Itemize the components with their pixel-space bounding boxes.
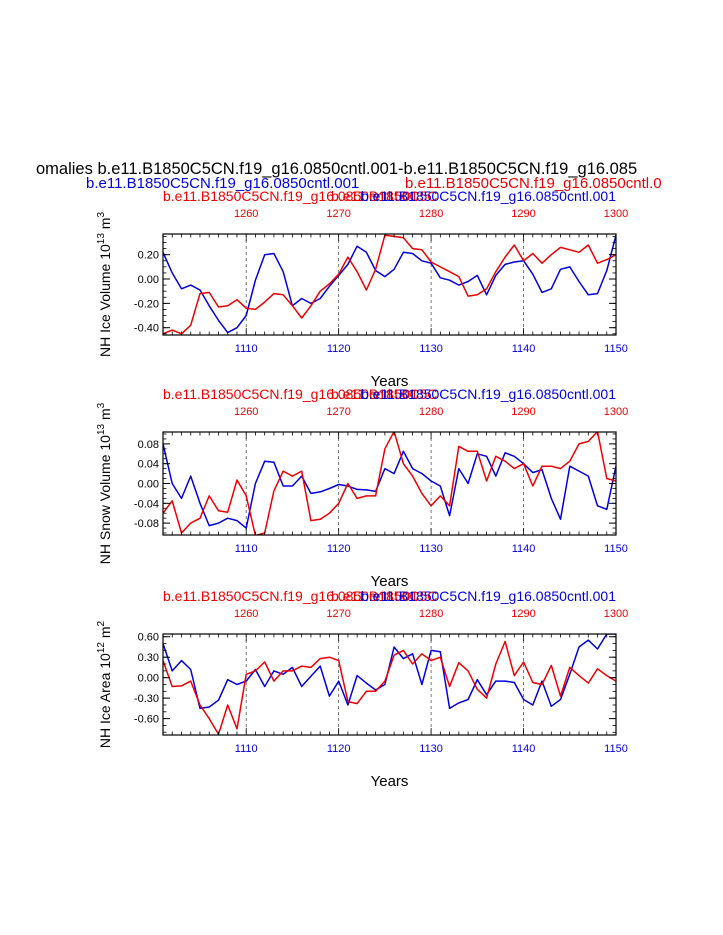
x-tick-label-bottom: 1150 [604,343,628,355]
y-tick-label: -0.30 [134,693,159,705]
x-tick-label-bottom: 1120 [327,743,351,755]
x-tick-label-top: 1270 [326,608,350,620]
x-tick-label-bottom: 1110 [235,743,258,755]
x-tick-label-top: 1280 [419,208,443,220]
panel-title-red: b.e11.B1850C5CN.f19_g16.0850cntl.001 [163,386,418,402]
panel-title-blue: b.e11.B1850C5CN.f19_g16.0850cntl.001 [361,188,616,204]
header-right-case: b.e11.B1850C5CN.f19_g16.0850cntl.0 [405,175,662,192]
y-tick-label: 0.20 [138,250,159,262]
y-tick-label: 0.00 [138,274,159,286]
y-axis-label: NH Ice Volume 1013 m3 [96,212,113,358]
x-tick-label-bottom: 1150 [604,743,628,755]
panel-title-overlap: b.e11.B1850C5C [331,188,437,204]
x-tick-label-bottom: 1120 [327,343,351,355]
series-line-red [163,234,616,335]
x-axis-label: Years [371,573,409,590]
series-line-blue [163,443,616,529]
y-axis-label-main: NH Ice Area 10 [97,653,113,748]
y-axis-label-exponent: 13 [96,233,107,245]
panel-title-overlap: b.e11.B1850C5C [331,588,437,604]
plot-frame [162,233,617,336]
y-axis-label: NH Ice Area 1012 m2 [96,620,113,748]
chart-panel-2: -0.08 -0.04 0.00 0.04 0.08 1110 1120 1130 1140 11… [96,386,628,590]
y-tick-label: 0.30 [138,652,159,664]
x-axis-label: Years [371,373,409,390]
x-tick-label-bottom: 1120 [327,543,351,555]
series-line-blue [163,235,616,334]
x-tick-label-bottom: 1110 [235,543,258,555]
y-axis-label-unit: m [97,408,113,424]
y-axis-label-exponent: 13 [96,423,107,435]
x-tick-label-bottom: 1130 [419,343,443,355]
y-axis-label-main: NH Ice Volume 10 [97,244,113,357]
panel-title-red: b.e11.B1850C5CN.f19_g16.0850cntl.001 [163,188,418,204]
y-axis-label-unit-exponent: 2 [96,620,107,626]
y-tick-label: -0.08 [134,518,159,530]
x-tick-label-top: 1270 [326,208,350,220]
x-tick-label-top: 1300 [604,406,628,418]
y-tick-label: 0.04 [138,459,159,471]
main-title: omalies b.e11.B1850C5CN.f19_g16.0850cntl… [36,160,637,178]
chart-panel-1: -0.40 -0.20 0.00 0.20 1110 1120 1130 1140 1150 12… [96,188,628,390]
x-tick-label-top: 1280 [419,608,443,620]
y-axis-label-unit-exponent: 3 [96,212,107,218]
y-axis-label-unit: m [97,626,113,642]
y-tick-label: 0.08 [138,439,159,451]
panel-title-blue: b.e11.B1850C5CN.f19_g16.0850cntl.001 [361,588,616,604]
x-tick-label-top: 1290 [511,208,535,220]
x-axis-label: Years [371,773,409,790]
panel-title-blue: b.e11.B1850C5CN.f19_g16.0850cntl.001 [361,386,616,402]
x-tick-label-top: 1300 [604,608,628,620]
x-tick-label-bottom: 1140 [512,343,536,355]
x-tick-label-bottom: 1140 [512,743,536,755]
series-line-red [163,432,616,535]
x-tick-label-top: 1260 [234,608,258,620]
series-line-red [163,640,616,735]
y-tick-label: -0.20 [134,298,159,310]
y-axis-label-exponent: 12 [96,642,107,654]
x-tick-label-top: 1290 [511,406,535,418]
series-line-blue [163,634,616,710]
y-tick-label: 0.60 [138,632,159,644]
plot-frame [162,633,617,736]
y-tick-label: -0.40 [134,323,159,335]
x-tick-label-bottom: 1130 [419,743,443,755]
x-tick-label-top: 1290 [511,608,535,620]
x-tick-label-bottom: 1150 [604,543,628,555]
chart-panel-3: -0.60 -0.30 0.00 0.30 0.60 1110 1120 1130 1140 11… [96,588,628,790]
x-tick-label-top: 1260 [234,208,258,220]
x-tick-label-top: 1260 [234,406,258,418]
y-tick-label: -0.60 [134,714,159,726]
x-tick-label-top: 1280 [419,406,443,418]
y-tick-label: 0.00 [138,479,159,491]
y-tick-label: -0.04 [134,498,159,510]
panels: -0.40 -0.20 0.00 0.20 1110 1120 1130 1140 1150 12… [96,188,628,790]
panel-title-overlap: b.e11.B1850C5C [331,386,437,402]
y-axis-label-main: NH Snow Volume 10 [97,435,113,564]
y-tick-label: 0.00 [138,673,159,685]
header-left-case: b.e11.B1850C5CN.f19_g16.0850cntl.001 [86,175,359,192]
panel-title-red: b.e11.B1850C5CN.f19_g16.0850cntl.001 [163,588,418,604]
x-tick-label-bottom: 1130 [419,543,443,555]
y-axis-label-unit: m [97,218,113,234]
x-tick-label-top: 1270 [326,406,350,418]
x-tick-label-top: 1300 [604,208,628,220]
y-axis-label-unit-exponent: 3 [96,402,107,408]
x-tick-label-bottom: 1140 [512,543,536,555]
y-axis-label: NH Snow Volume 1013 m3 [96,402,113,564]
x-tick-label-bottom: 1110 [235,343,258,355]
